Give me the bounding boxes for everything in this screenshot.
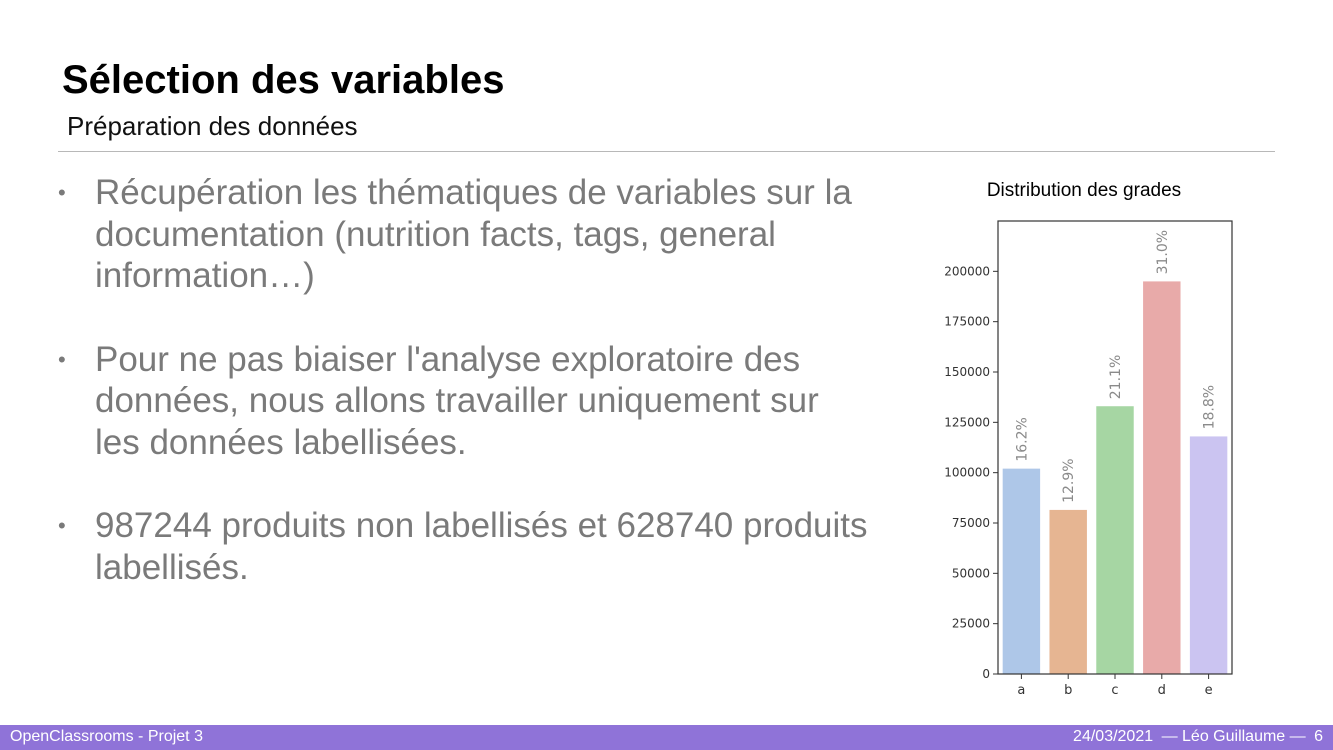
plot-frame [997,220,1233,675]
bullet-item: • Récupération les thématiques de variab… [58,172,868,297]
bullet-marker: • [58,513,66,538]
bar-percent-label: 31.0% [1155,230,1171,274]
y-tick-label: 25000 [952,617,990,631]
y-tick-label: 50000 [952,566,990,580]
y-tick-label: 125000 [944,415,990,429]
bar-percent-label: 16.2% [1014,417,1030,461]
bullet-text: Pour ne pas biaiser l'analyse exploratoi… [95,339,819,462]
y-tick-label: 0 [982,667,990,681]
bullet-list: • Récupération les thématiques de variab… [58,172,868,630]
chart-title: Distribution des grades [986,180,1182,201]
bullet-item: • Pour ne pas biaiser l'analyse explorat… [58,339,868,464]
x-tick-label: a [1017,683,1025,698]
footer-project: OpenClassrooms - Projet 3 [10,728,203,745]
bullet-text: Récupération les thématiques de variable… [95,173,852,295]
bullet-marker: • [58,346,66,372]
x-tick-label: b [1064,683,1072,698]
title-divider [58,151,1275,152]
footer-meta: 24/03/2021 — Léo Guillaume — 6 [1069,728,1323,746]
y-tick-label: 150000 [944,365,990,379]
bar-c [1096,406,1134,674]
x-tick-label: c [1111,683,1118,698]
bullet-marker: • [58,180,66,205]
x-tick-label: e [1205,683,1213,698]
footer-bar: OpenClassrooms - Projet 3 24/03/2021 — L… [0,725,1333,750]
bullet-text: 987244 produits non labellisés et 628740… [95,506,868,587]
bar-e [1189,436,1228,674]
bar-percent-label: 21.1% [1108,355,1124,399]
y-tick-label: 175000 [944,315,990,329]
bar-b [1049,509,1087,674]
bullet-item: • 987244 produits non labellisés et 6287… [58,505,868,588]
x-tick-label: d [1158,683,1166,698]
footer-page-number: 6 [1314,728,1323,745]
y-tick-label: 200000 [944,264,990,278]
grades-bar-chart: 16.2% a 12.9% b 21.1% c 31.0% d 18.8% e 0 25000 5000… [944,220,1233,698]
footer-date: 24/03/2021 [1073,728,1154,745]
slide-title: Sélection des variables [62,58,505,102]
bar-percent-label: 18.8% [1202,385,1218,429]
slide-subtitle: Préparation des données [67,111,358,141]
y-tick-label: 75000 [952,516,990,530]
footer-author: — Léo Guillaume — [1161,728,1306,745]
bar-a [1002,468,1041,674]
y-tick-label: 100000 [944,466,990,480]
bar-percent-label: 12.9% [1061,458,1077,502]
bar-d [1143,281,1181,674]
